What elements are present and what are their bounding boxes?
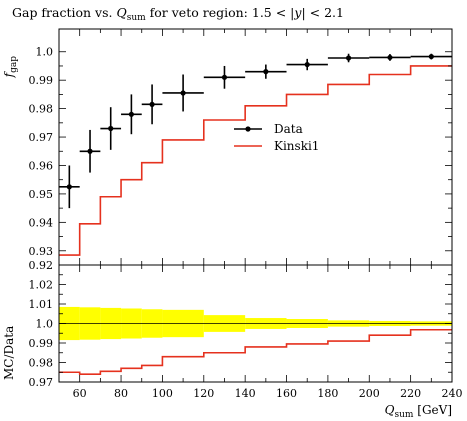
- main-y-tick-label: 0.96: [29, 159, 54, 172]
- x-tick-label: 180: [317, 387, 338, 400]
- data-point: [304, 61, 310, 68]
- data-point: [128, 111, 134, 117]
- main-y-axis-label: fgap: [2, 56, 19, 79]
- main-frame: [58, 28, 453, 266]
- data-point: [428, 53, 434, 60]
- legend-label-data: Data: [274, 122, 303, 136]
- x-tick-label: 100: [152, 387, 173, 400]
- x-tick-label: 60: [73, 387, 87, 400]
- main-y-tick-label: 1.0: [36, 46, 54, 59]
- x-tick-label: 240: [442, 387, 463, 400]
- x-tick-label: 140: [235, 387, 256, 400]
- x-tick-label: 120: [193, 387, 214, 400]
- data-point: [263, 69, 269, 75]
- x-tick-label: 160: [276, 387, 297, 400]
- x-axis-label: Qsum [GeV]: [385, 403, 452, 420]
- data-point: [221, 74, 228, 80]
- data-point: [108, 125, 114, 132]
- legend: Data Kinski1: [234, 122, 319, 153]
- data-point: [387, 54, 393, 61]
- ratio-y-tick-label: 0.98: [29, 357, 54, 370]
- main-y-tick-label: 0.99: [29, 74, 54, 87]
- ratio-y-tick-label: 0.99: [29, 337, 54, 350]
- x-tick-label: 80: [114, 387, 128, 400]
- ratio-panel: 0.97 0.98 0.99 1.0 1.01 1.02 0.92 60 80 100 120 140…: [29, 259, 463, 400]
- main-y-tick-label: 0.98: [29, 103, 54, 116]
- ratio-y-tick-label: 0.97: [29, 376, 54, 389]
- data-point: [87, 148, 93, 154]
- main-y-tick-label: 0.95: [29, 188, 54, 201]
- main-panel: 0.93 0.94 0.95 0.96 0.97 0.98 0.99 1.0: [29, 28, 453, 266]
- x-tick-label: 200: [359, 387, 380, 400]
- ratio-y-tick-label: 1.02: [29, 279, 54, 292]
- legend-label-kinski: Kinski1: [274, 139, 319, 153]
- data-point: [180, 90, 186, 96]
- x-tick-label: 220: [400, 387, 421, 400]
- main-y-tick-label: 0.94: [29, 216, 54, 229]
- main-y-tick-label: 0.93: [29, 245, 54, 258]
- legend-data-marker: [245, 126, 251, 132]
- ratio-y-tick-label: 0.92: [29, 259, 54, 272]
- ratio-y-tick-label: 1.0: [36, 318, 54, 331]
- data-point: [345, 55, 352, 61]
- data-point: [149, 101, 155, 107]
- chart-title: Gap fraction vs. Qsum for veto region: 1…: [12, 5, 344, 23]
- main-y-tick-label: 0.97: [29, 131, 54, 144]
- ratio-y-tick-label: 1.01: [29, 298, 54, 311]
- ratio-step-line: [59, 328, 452, 375]
- data-point: [66, 184, 72, 190]
- ratio-y-axis-label: MC/Data: [2, 326, 16, 380]
- kinski-step-line: [59, 65, 452, 256]
